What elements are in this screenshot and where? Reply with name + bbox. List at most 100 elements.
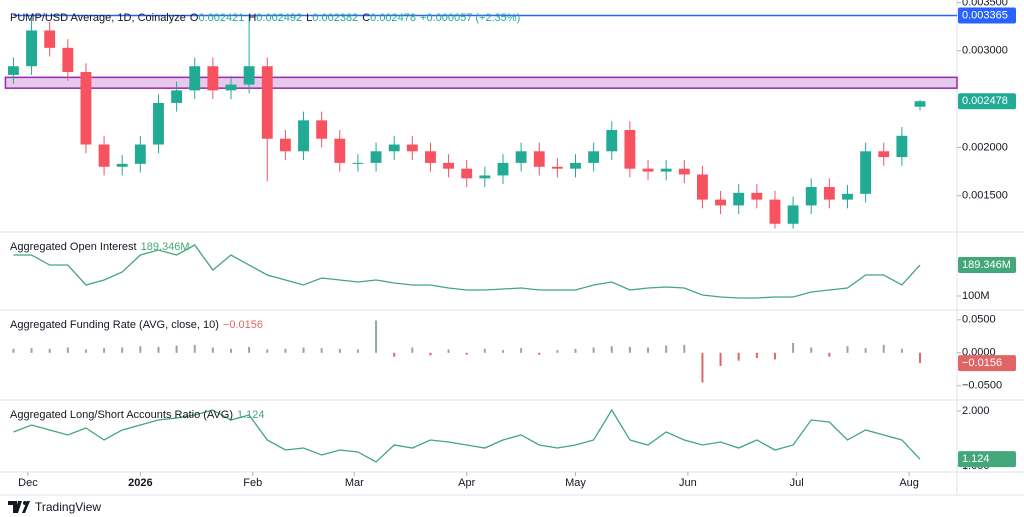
bar bbox=[266, 349, 269, 353]
bar bbox=[356, 349, 359, 353]
candle-body bbox=[243, 66, 255, 85]
brand: TradingView bbox=[35, 500, 102, 514]
bar bbox=[592, 347, 595, 353]
ohlc-label: L bbox=[306, 12, 313, 24]
last-price-label-box bbox=[958, 93, 1016, 110]
y-tick-label: 0.003000 bbox=[962, 45, 1008, 57]
y-tick-label: 0.002000 bbox=[962, 141, 1008, 153]
pane-title: Aggregated Funding Rate (AVG, close, 10) bbox=[10, 319, 219, 331]
bar bbox=[610, 346, 613, 353]
bar bbox=[465, 352, 468, 355]
candle-body bbox=[443, 162, 455, 169]
candle-body bbox=[570, 162, 581, 169]
candle-body bbox=[461, 168, 473, 179]
bar bbox=[828, 352, 831, 357]
x-tick-label: Mar bbox=[345, 477, 364, 489]
ohlc-value: 0.002382 bbox=[312, 12, 359, 24]
x-tick-label: Aug bbox=[899, 477, 919, 489]
candle-body bbox=[805, 187, 817, 206]
candle-body bbox=[225, 84, 237, 91]
candle-body bbox=[787, 205, 799, 224]
pane-legend: PUMP/USD Average, 1D, Coinalyze O0.002421… bbox=[10, 12, 524, 24]
pane-legend: Aggregated Long/Short Accounts Ratio (AV… bbox=[10, 409, 269, 421]
candle-body bbox=[207, 66, 219, 91]
x-tick-label: 2026 bbox=[128, 477, 152, 489]
candle-body bbox=[860, 151, 872, 194]
bar bbox=[175, 345, 178, 353]
candle-body bbox=[261, 66, 273, 139]
candle-body bbox=[751, 192, 763, 200]
x-tick-label: Jun bbox=[679, 477, 697, 489]
ohlc-label: C bbox=[362, 12, 371, 24]
bar bbox=[810, 347, 813, 353]
bar bbox=[864, 348, 867, 353]
bar bbox=[520, 348, 523, 353]
candle-body bbox=[624, 130, 636, 169]
last-value-label-box bbox=[958, 257, 1016, 274]
candle-body bbox=[98, 144, 110, 167]
candle-body bbox=[388, 144, 400, 152]
pane-title: Aggregated Open Interest bbox=[10, 241, 137, 253]
candle-body bbox=[26, 30, 37, 67]
pane-legend: Aggregated Funding Rate (AVG, close, 10)… bbox=[10, 319, 267, 331]
bar bbox=[211, 347, 214, 353]
last-value-label: −0.0156 bbox=[962, 357, 1002, 369]
bar bbox=[284, 348, 287, 353]
candle-body bbox=[551, 166, 563, 169]
candle-body bbox=[370, 151, 382, 163]
bar bbox=[375, 320, 378, 353]
last-value-label: 189.346M bbox=[962, 259, 1011, 271]
legend-value: −0.0156 bbox=[222, 319, 263, 331]
bar bbox=[320, 348, 323, 353]
candle-body bbox=[189, 66, 201, 91]
candle-body bbox=[479, 175, 491, 179]
bar bbox=[647, 347, 650, 353]
change: +0.000057 (+2.35%) bbox=[420, 12, 521, 24]
bar bbox=[48, 348, 51, 353]
bar bbox=[411, 347, 414, 353]
last-value-label-box bbox=[958, 451, 1016, 468]
bar bbox=[719, 352, 722, 366]
legend-value: 189.346M bbox=[140, 241, 190, 253]
footer: TradingView bbox=[8, 500, 101, 514]
bar bbox=[193, 344, 196, 353]
last-value-label: 1.124 bbox=[962, 453, 990, 465]
bar bbox=[447, 349, 450, 353]
bar bbox=[556, 350, 559, 353]
bar bbox=[882, 344, 885, 353]
pane-title: Aggregated Long/Short Accounts Ratio (AV… bbox=[10, 409, 233, 421]
candle-body bbox=[823, 187, 835, 200]
bar bbox=[429, 352, 432, 356]
bar bbox=[483, 348, 486, 353]
candle-body bbox=[588, 151, 600, 163]
indicator-line bbox=[13, 244, 921, 299]
candle-body bbox=[425, 151, 436, 163]
candle-body bbox=[533, 151, 545, 167]
ohlc-value: 0.002421 bbox=[198, 12, 245, 24]
candle-body bbox=[153, 102, 164, 145]
candle-body bbox=[171, 90, 183, 103]
candle-body bbox=[279, 138, 291, 152]
ohlc-label: H bbox=[248, 12, 257, 24]
x-tick-label: Jul bbox=[790, 477, 804, 489]
x-tick-label: Dec bbox=[18, 477, 38, 489]
candle-body bbox=[696, 174, 708, 200]
y-tick-label: 0.003500 bbox=[962, 0, 1008, 8]
pane-legend: Aggregated Open Interest 189.346M bbox=[10, 241, 194, 253]
y-tick-label: 0.001500 bbox=[962, 190, 1008, 202]
bar bbox=[628, 346, 631, 353]
bar bbox=[121, 347, 124, 353]
y-tick-label: 0.0500 bbox=[962, 314, 996, 326]
indicator-line bbox=[13, 408, 921, 463]
candle-body bbox=[352, 162, 364, 164]
y-tick-label: 2.000 bbox=[962, 405, 990, 417]
bar bbox=[338, 348, 341, 353]
bar bbox=[393, 352, 396, 357]
pane-title: PUMP/USD Average, 1D, Coinalyze bbox=[10, 12, 186, 24]
candle-body bbox=[715, 199, 726, 206]
last-value-label-box bbox=[958, 355, 1016, 372]
candle-body bbox=[515, 151, 527, 163]
bar bbox=[157, 346, 160, 353]
bar bbox=[900, 348, 903, 353]
